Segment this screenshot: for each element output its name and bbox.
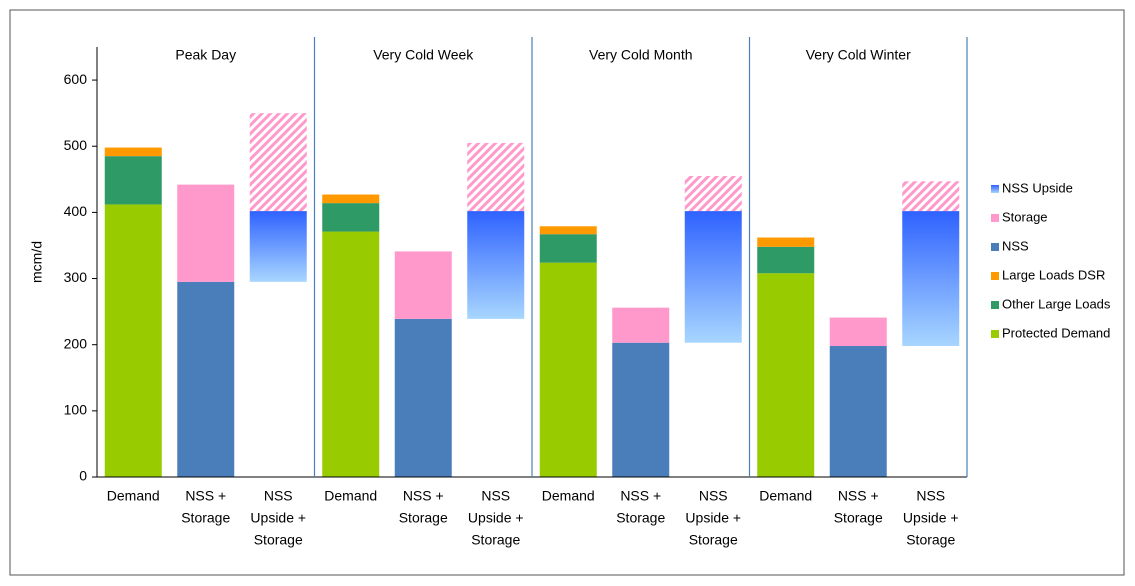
y-tick-label: 0 — [79, 468, 87, 484]
bar-segment — [539, 226, 597, 235]
bar-segment — [104, 147, 162, 157]
y-tick-label: 100 — [64, 402, 88, 418]
bar-segment — [612, 342, 670, 477]
bar-segment — [104, 204, 162, 477]
x-tick-label: NSS + — [620, 488, 661, 504]
bar-segment — [829, 317, 887, 347]
y-axis-label: mcm/d — [29, 241, 45, 283]
group-title: Very Cold Month — [589, 47, 693, 63]
x-tick-label: Storage — [254, 532, 303, 548]
x-tick-label: Storage — [689, 532, 738, 548]
bar-segment — [684, 176, 742, 212]
bar-segment — [249, 113, 307, 212]
legend-label: NSS — [1002, 238, 1029, 253]
bar-segment — [902, 181, 960, 212]
bar-segment — [829, 346, 887, 477]
bar-segment — [394, 251, 452, 319]
group-title: Peak Day — [175, 47, 236, 63]
x-tick-label: Demand — [107, 488, 160, 504]
bar-segment — [612, 307, 670, 343]
bar-segment — [539, 262, 597, 477]
legend-swatch — [991, 272, 999, 280]
x-tick-label: Storage — [399, 510, 448, 526]
y-tick-label: 500 — [64, 137, 88, 153]
bar-segment — [757, 246, 815, 274]
y-tick-label: 200 — [64, 335, 88, 351]
bar-segment — [467, 211, 525, 319]
legend-label: Storage — [1002, 209, 1048, 224]
x-tick-label: Demand — [324, 488, 377, 504]
bar-segment — [757, 237, 815, 247]
legend-label: Other Large Loads — [1002, 296, 1111, 311]
bar-segment — [249, 211, 307, 282]
legend-label: NSS Upside — [1002, 180, 1073, 195]
x-tick-label: NSS — [916, 488, 945, 504]
legend-swatch — [991, 243, 999, 251]
x-tick-label: Storage — [471, 532, 520, 548]
group-title: Very Cold Winter — [806, 47, 911, 63]
legend-label: Protected Demand — [1002, 325, 1110, 340]
x-tick-label: NSS — [699, 488, 728, 504]
bar-segment — [177, 281, 235, 477]
x-tick-label: Storage — [834, 510, 883, 526]
x-tick-label: NSS — [264, 488, 293, 504]
bar-segment — [322, 231, 380, 477]
x-tick-label: Upside + — [468, 510, 524, 526]
x-tick-label: Storage — [181, 510, 230, 526]
x-tick-label: NSS + — [403, 488, 444, 504]
x-tick-label: Upside + — [250, 510, 306, 526]
x-tick-label: NSS + — [838, 488, 879, 504]
x-tick-label: Storage — [616, 510, 665, 526]
legend-swatch — [991, 330, 999, 338]
bar-segment — [322, 194, 380, 204]
x-tick-label: Upside + — [685, 510, 741, 526]
x-tick-label: Demand — [759, 488, 812, 504]
bar-segment — [322, 203, 380, 232]
bar-segment — [104, 156, 162, 205]
legend-swatch — [991, 214, 999, 222]
x-tick-label: NSS + — [185, 488, 226, 504]
bar-segment — [539, 234, 597, 263]
bar-segment — [757, 273, 815, 477]
bar-segment — [467, 142, 525, 212]
x-tick-label: NSS — [481, 488, 510, 504]
x-tick-label: Upside + — [903, 510, 959, 526]
legend-label: Large Loads DSR — [1002, 267, 1105, 282]
bar-segment — [177, 184, 235, 282]
x-tick-label: Demand — [542, 488, 595, 504]
y-tick-label: 600 — [64, 71, 88, 87]
y-tick-label: 400 — [64, 203, 88, 219]
bar-segment — [684, 211, 742, 343]
y-tick-label: 300 — [64, 269, 88, 285]
legend-swatch — [991, 301, 999, 309]
legend-swatch — [991, 185, 999, 193]
bar-segment — [902, 211, 960, 347]
group-title: Very Cold Week — [373, 47, 474, 63]
bar-segment — [394, 318, 452, 477]
x-tick-label: Storage — [906, 532, 955, 548]
